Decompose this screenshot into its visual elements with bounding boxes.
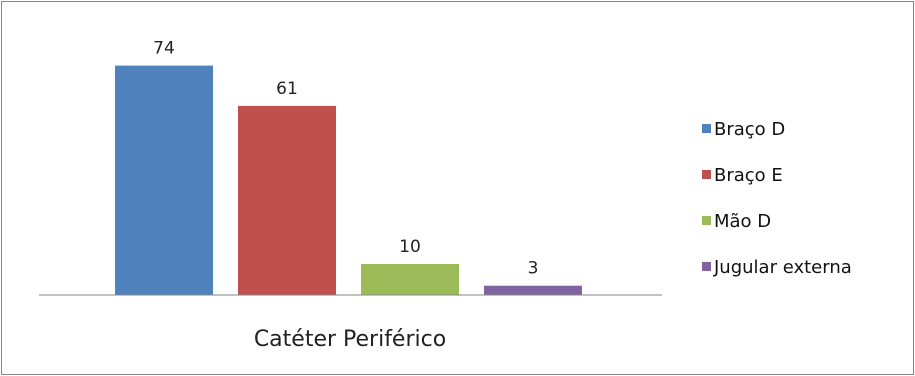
legend-label-3: Mão D: [714, 211, 771, 232]
data-label-3: 10: [399, 237, 421, 257]
data-label-4: 3: [528, 259, 539, 279]
data-label-2: 61: [276, 79, 298, 99]
legend-label-1: Braço D: [714, 119, 785, 140]
bar-1: [115, 65, 213, 295]
legend-swatch-3: [702, 216, 711, 225]
bar-4: [484, 285, 582, 295]
legend-swatch-4: [702, 262, 711, 271]
legend: Braço D Braço E Mão D Jugular externa: [702, 119, 852, 278]
legend-swatch-2: [702, 170, 711, 179]
legend-label-4: Jugular externa: [713, 257, 852, 278]
legend-label-2: Braço E: [714, 165, 783, 186]
category-label: Catéter Periférico: [254, 327, 446, 352]
bar-2: [238, 105, 336, 296]
bar-3: [361, 264, 459, 295]
data-labels-layer: 74 61 10 3: [153, 39, 538, 279]
data-label-1: 74: [153, 39, 175, 59]
legend-swatch-1: [702, 124, 711, 133]
bars-layer: [115, 65, 582, 296]
